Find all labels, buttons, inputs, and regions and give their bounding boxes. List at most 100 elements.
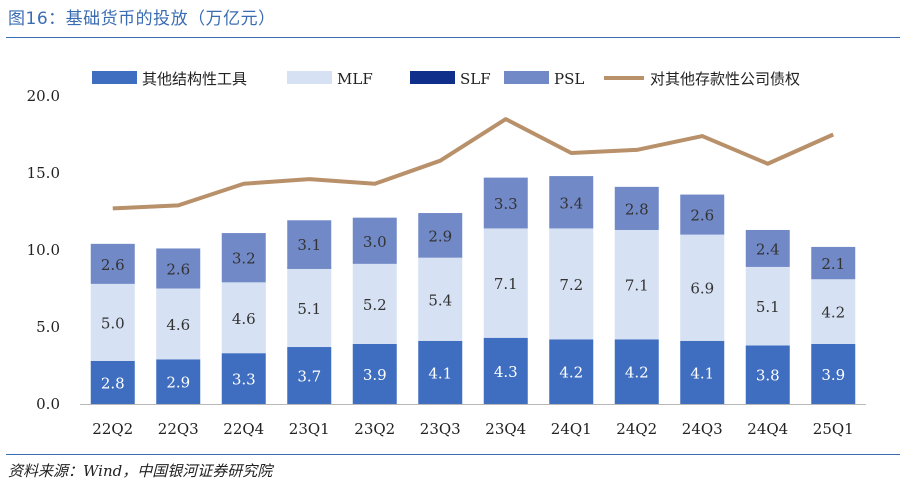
data-label: 3.2 — [232, 250, 256, 268]
y-tick-label: 10.0 — [27, 241, 60, 259]
bar-segment-mlf — [614, 229, 659, 340]
bar-segment-other-tools — [90, 360, 135, 404]
x-tick-label: 22Q4 — [223, 420, 264, 438]
data-label: 4.2 — [625, 364, 649, 382]
x-axis: 22Q2 22Q3 22Q4 23Q1 23Q2 23Q3 23Q4 24Q1 24Q2 24Q3… — [80, 404, 866, 438]
y-tick-label: 0.0 — [36, 395, 60, 413]
legend-label-other-tools: 其他结构性工具 — [142, 70, 247, 88]
bar-segment-mlf — [745, 266, 790, 346]
data-label: 3.0 — [363, 233, 387, 251]
bar-segment-mlf — [90, 283, 135, 361]
data-label: 2.6 — [166, 260, 190, 278]
bar-segment-other-tools — [811, 343, 856, 404]
x-tick-label: 23Q2 — [354, 420, 395, 438]
data-label: 4.6 — [166, 316, 190, 334]
bar-segment-psl — [352, 217, 397, 264]
legend-swatch-other-tools — [92, 71, 137, 84]
data-label: 5.0 — [101, 314, 125, 332]
bar-segment-other-tools — [549, 339, 594, 404]
x-tick-label: 23Q4 — [485, 420, 526, 438]
bar-segment-other-tools — [221, 353, 266, 404]
data-label: 2.6 — [690, 207, 714, 225]
bar-segment-other-tools — [614, 339, 659, 404]
bar-segment-mlf — [811, 279, 856, 344]
x-tick-label: 24Q3 — [682, 420, 723, 438]
bar-segment-psl — [745, 229, 790, 267]
x-tick-label: 24Q4 — [747, 420, 788, 438]
data-label: 5.1 — [756, 298, 780, 316]
data-label: 4.2 — [559, 364, 583, 382]
y-axis: 0.0 5.0 10.0 15.0 20.0 — [27, 87, 60, 413]
y-tick-label: 15.0 — [27, 164, 60, 182]
bar-segment-mlf — [680, 234, 725, 341]
data-label: 7.2 — [559, 276, 583, 294]
bar-segment-mlf — [418, 257, 463, 341]
bar-segment-psl — [418, 213, 463, 258]
source-note: 资料来源：Wind，中国银河证券研究院 — [8, 462, 273, 480]
chart: 其他结构性工具 MLF SLF PSL 对其他存款性公司债权 0.0 5.0 10.0 15.… — [27, 70, 866, 438]
legend-label-slf: SLF — [460, 70, 491, 88]
data-label: 3.1 — [297, 236, 321, 254]
bar-segment-other-tools — [352, 343, 397, 404]
figure-title: 图16：基础货币的投放（万亿元） — [8, 9, 276, 29]
data-label: 2.8 — [101, 374, 125, 392]
data-label: 2.6 — [101, 256, 125, 274]
x-tick-label: 22Q2 — [92, 420, 133, 438]
x-tick-label: 24Q1 — [551, 420, 592, 438]
bar-segment-psl — [549, 176, 594, 229]
data-label: 4.6 — [232, 310, 256, 328]
data-label: 3.9 — [363, 366, 387, 384]
bar-segment-psl — [90, 243, 135, 284]
data-label: 2.1 — [821, 255, 845, 273]
legend-label-mlf: MLF — [337, 70, 373, 88]
bar-segment-mlf — [156, 288, 201, 360]
title-divider — [6, 37, 900, 38]
bar-segment-psl — [483, 177, 528, 229]
data-label: 6.9 — [690, 280, 714, 298]
bar-segment-other-tools — [156, 359, 201, 404]
bar-segment-other-tools — [418, 340, 463, 404]
data-label: 4.3 — [494, 363, 518, 381]
legend-label-claims: 对其他存款性公司债权 — [650, 70, 800, 88]
data-label: 5.2 — [363, 296, 387, 314]
data-label: 2.9 — [166, 374, 190, 392]
bar-segment-other-tools — [483, 337, 528, 404]
line-series — [112, 117, 835, 211]
data-label: 2.4 — [756, 240, 780, 258]
bar-segment-psl — [811, 246, 856, 280]
bar-segment-mlf — [287, 268, 332, 348]
bars: 2.8 5.0 2.6 2.9 4.6 2.6 3.3 4.6 3.2 3.7 5.1 3.1 3.9 5… — [90, 176, 856, 404]
data-label: 3.9 — [821, 366, 845, 384]
legend-swatch-slf — [410, 71, 455, 84]
data-label: 7.1 — [494, 275, 518, 293]
legend-label-psl: PSL — [554, 70, 584, 88]
data-label: 3.3 — [232, 371, 256, 389]
data-label: 2.8 — [625, 200, 649, 218]
bar-segment-other-tools — [745, 345, 790, 404]
source-divider — [6, 454, 900, 455]
bar-segment-mlf — [221, 282, 266, 354]
bar-segment-mlf — [549, 228, 594, 340]
data-label: 2.9 — [428, 227, 452, 245]
legend-swatch-psl — [504, 71, 549, 84]
bar-segment-psl — [221, 233, 266, 283]
data-label: 3.4 — [559, 194, 583, 212]
data-label: 5.1 — [297, 300, 321, 318]
bar-segment-psl — [287, 220, 332, 269]
data-label: 5.4 — [428, 291, 452, 309]
x-tick-label: 23Q3 — [420, 420, 461, 438]
data-label: 7.1 — [625, 277, 649, 295]
y-tick-label: 20.0 — [27, 87, 60, 105]
data-label: 3.3 — [494, 195, 518, 213]
x-tick-label: 22Q3 — [158, 420, 199, 438]
bar-segment-psl — [156, 248, 201, 289]
data-label: 4.1 — [428, 364, 452, 382]
bar-segment-psl — [614, 186, 659, 230]
y-tick-label: 5.0 — [36, 318, 60, 336]
bar-segment-mlf — [352, 263, 397, 344]
x-tick-label: 25Q1 — [813, 420, 854, 438]
data-label: 4.2 — [821, 304, 845, 322]
bar-segment-mlf — [483, 228, 528, 338]
x-tick-label: 23Q1 — [289, 420, 330, 438]
legend-swatch-mlf — [287, 71, 332, 84]
